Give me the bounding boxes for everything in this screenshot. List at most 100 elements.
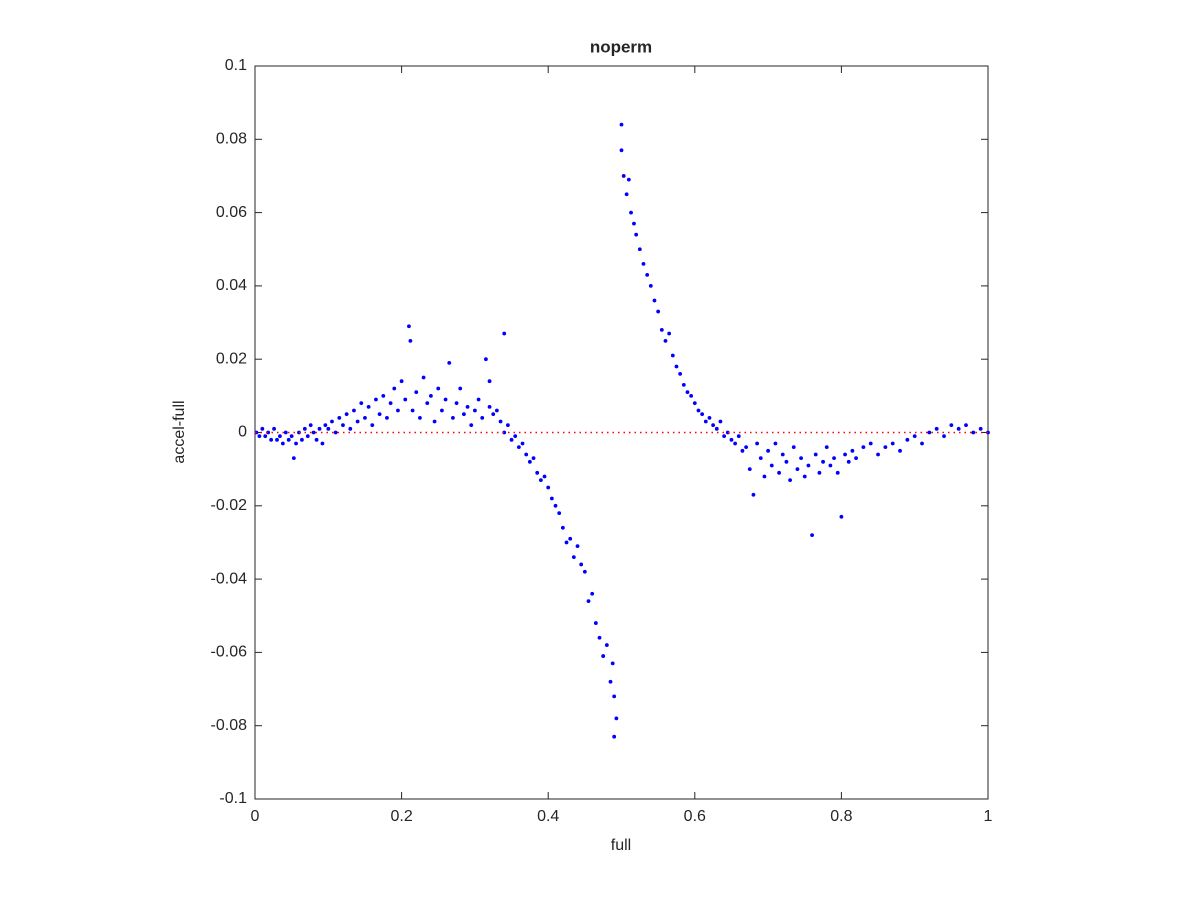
point — [861, 445, 866, 450]
point — [568, 536, 573, 541]
point — [314, 437, 319, 442]
point — [269, 437, 274, 442]
point — [586, 599, 591, 603]
point — [964, 423, 968, 428]
point — [758, 456, 763, 461]
point — [487, 379, 492, 384]
point — [564, 540, 569, 545]
point — [806, 463, 811, 468]
point — [302, 426, 307, 431]
point — [333, 430, 338, 435]
point — [278, 434, 282, 439]
y-tick-label: -0.04 — [211, 570, 248, 587]
y-tick-label: 0 — [238, 424, 247, 441]
point — [711, 423, 716, 428]
point — [612, 734, 617, 739]
point — [817, 470, 822, 475]
point — [656, 309, 661, 314]
point — [410, 408, 415, 413]
point — [476, 397, 481, 402]
y-tick-label: -0.1 — [219, 790, 247, 807]
x-tick-label: 0.8 — [830, 808, 852, 825]
point — [421, 375, 426, 380]
chart-title: noperm — [590, 37, 652, 56]
point — [363, 415, 367, 420]
point — [381, 393, 386, 398]
point — [601, 654, 606, 658]
point — [839, 514, 844, 519]
point — [604, 643, 609, 647]
point — [546, 485, 551, 490]
point — [451, 415, 455, 420]
point — [330, 419, 334, 424]
point — [736, 434, 741, 439]
point — [733, 441, 738, 446]
point — [934, 426, 939, 431]
point — [320, 441, 325, 446]
y-axis-label: accel-full — [171, 400, 188, 463]
point — [348, 426, 353, 431]
point — [294, 441, 298, 446]
point — [341, 423, 345, 428]
point — [740, 448, 745, 453]
point — [832, 456, 836, 461]
point — [703, 419, 708, 424]
point — [280, 441, 285, 446]
point — [766, 448, 770, 453]
point — [542, 474, 547, 479]
y-tick-label: 0.06 — [216, 204, 247, 221]
point — [718, 419, 723, 424]
point — [300, 437, 304, 442]
point — [629, 210, 633, 215]
point — [317, 426, 322, 431]
point — [289, 434, 294, 439]
point — [784, 459, 789, 464]
point — [291, 456, 296, 461]
point — [377, 412, 382, 417]
point — [571, 555, 576, 560]
point — [876, 452, 880, 457]
point — [747, 467, 752, 472]
point — [535, 470, 540, 475]
point — [614, 716, 619, 721]
point — [912, 434, 917, 439]
point — [487, 404, 492, 409]
x-axis-label: full — [611, 837, 631, 854]
point — [593, 621, 598, 625]
point — [403, 397, 408, 402]
point — [443, 397, 448, 402]
point — [553, 503, 558, 508]
point — [418, 415, 422, 420]
point — [432, 419, 437, 424]
point — [560, 525, 565, 530]
point — [641, 262, 646, 266]
point — [374, 397, 378, 402]
point — [802, 474, 807, 479]
point — [659, 327, 664, 332]
point — [429, 393, 433, 398]
point — [791, 445, 796, 450]
point — [308, 423, 313, 428]
point — [685, 390, 690, 395]
point — [311, 430, 316, 435]
point — [780, 452, 785, 457]
point — [366, 404, 371, 409]
y-tick-label: 0.04 — [216, 277, 247, 294]
point — [978, 426, 983, 431]
point — [755, 441, 760, 446]
point — [645, 273, 650, 277]
y-tick-label: 0.1 — [225, 57, 247, 74]
point — [956, 426, 961, 431]
point — [520, 441, 525, 446]
point — [483, 357, 488, 362]
point — [440, 408, 444, 413]
point — [326, 426, 331, 431]
point — [795, 467, 800, 472]
point — [883, 445, 888, 450]
point — [473, 408, 477, 413]
point — [344, 412, 349, 417]
point — [263, 434, 268, 439]
point — [502, 430, 507, 435]
point — [436, 386, 441, 391]
